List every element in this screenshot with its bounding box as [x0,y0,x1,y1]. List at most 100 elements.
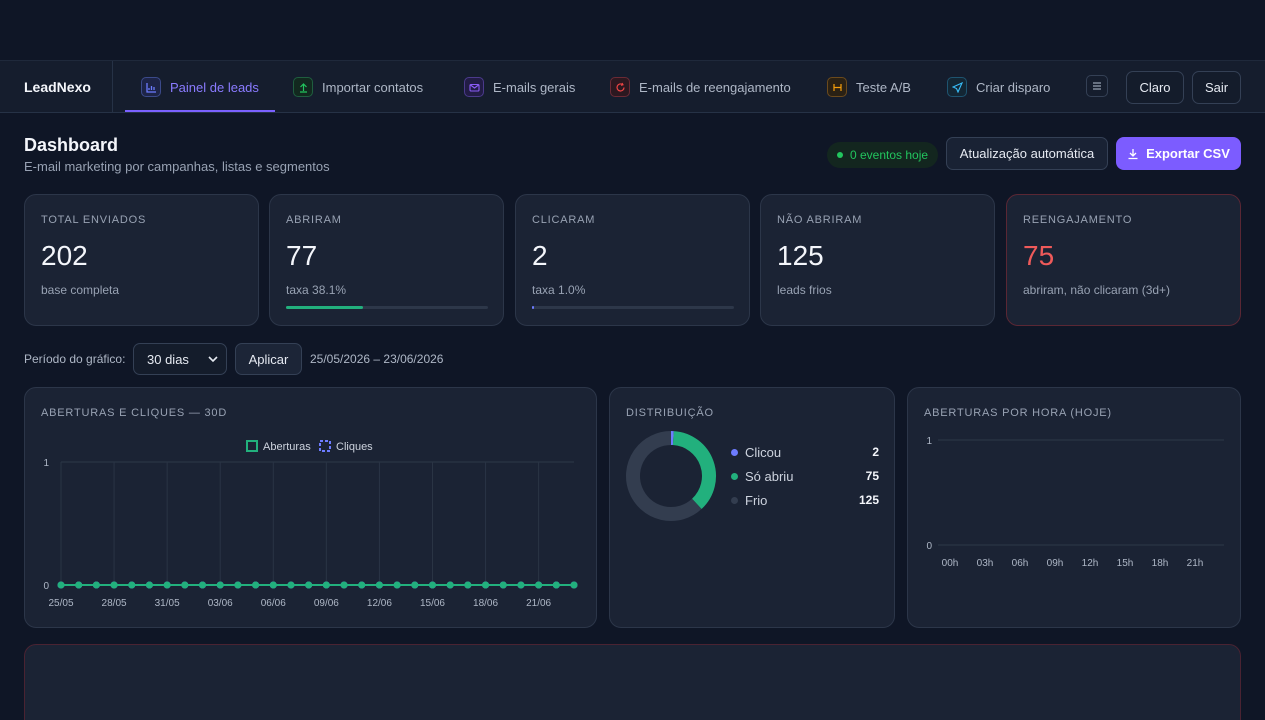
stat-card-total-enviados: TOTAL ENVIADOS 202 base completa [24,194,259,326]
stat-card-abriram: ABRIRAM 77 taxa 38.1% [269,194,504,326]
tab-label: E-mails gerais [493,79,576,95]
auto-refresh-button[interactable]: Atualização automática [946,137,1108,170]
stat-label: REENGAJAMENTO [1023,214,1133,226]
tab-criar-disparo[interactable]: Criar disparo [947,61,1050,113]
page-title: Dashboard [24,135,119,155]
x-tick-label: 12/06 [367,598,392,609]
data-point [234,581,242,589]
x-tick-label: 28/05 [102,598,127,609]
period-label: Período do gráfico: [24,352,126,366]
tab-teste-ab[interactable]: Teste A/B [827,61,911,113]
tab-emails-reengajamento[interactable]: E-mails de reengajamento [610,61,791,113]
data-point [535,581,543,589]
download-icon [1128,148,1138,159]
tab-emails-gerais[interactable]: E-mails gerais [464,61,575,113]
hourly-opens-panel: ABERTURAS POR HORA (HOJE) 0 1 00h 03h 06h 09h… [907,387,1241,628]
stat-label: TOTAL ENVIADOS [41,214,147,226]
stat-value: 202 [41,240,88,271]
x-tick-label: 25/05 [48,598,73,609]
mail-icon [464,77,484,97]
x-tick-label: 06/06 [261,598,286,609]
live-events-text: 0 eventos hoje [850,148,929,162]
x-tick-label: 31/05 [155,598,180,609]
stat-label: NÃO ABRIRAM [777,214,863,226]
tab-label: Teste A/B [856,79,911,95]
y-tick-label: 1 [926,436,932,447]
upload-icon [293,77,313,97]
tab-painel-de-leads[interactable]: Painel de leads [141,61,259,113]
data-point [499,581,507,589]
click-rate-progress [532,306,734,309]
x-tick-label: 09/06 [314,598,339,609]
chart-title: DISTRIBUIÇÃO [626,407,714,419]
legend-swatch [319,440,331,452]
y-tick-label: 0 [43,581,49,592]
hourly-opens-bar-chart: 0 1 00h 03h 06h 09h 12h 15h 18h 21h [926,436,1224,569]
data-point [145,581,153,589]
data-point [128,581,136,589]
data-point [252,581,260,589]
x-tick-label: 03/06 [208,598,233,609]
legend-value: 2 [872,445,879,459]
legend-value: 125 [858,493,879,507]
data-point [287,581,295,589]
tab-importar-contatos[interactable]: Importar contatos [293,61,423,113]
legend-label: Frio [745,493,768,508]
stat-value: 2 [532,240,548,271]
brand-logo: LeadNexo [24,79,91,95]
stat-label: ABRIRAM [286,214,342,226]
legend-swatch [246,440,258,452]
data-point [517,581,525,589]
tab-label: Criar disparo [976,79,1051,95]
apply-period-button[interactable]: Aplicar [235,343,302,375]
x-tick-label: 21h [1187,558,1204,569]
chart-title: ABERTURAS POR HORA (HOJE) [924,407,1112,419]
legend-swatch [731,473,738,480]
data-point [181,581,189,589]
active-tab-indicator [125,110,275,112]
data-point [446,581,454,589]
data-point [340,581,348,589]
theme-toggle-button[interactable]: Claro [1126,71,1184,104]
x-tick-label: 21/06 [526,598,551,609]
send-icon [947,77,967,97]
tab-label: Painel de leads [170,79,259,95]
export-csv-label: Exportar CSV [1146,146,1230,161]
data-point [428,581,436,589]
legend-value: 75 [865,469,879,483]
donut-slice-frio [626,431,702,521]
open-rate-progress [286,306,488,309]
data-point [92,581,100,589]
split-icon [827,77,847,97]
period-date-range: 25/05/2026 – 23/06/2026 [310,352,444,366]
data-point [375,581,383,589]
x-tick-label: 15h [1117,558,1134,569]
x-tick-label: 18/06 [473,598,498,609]
data-point [269,581,277,589]
data-point [552,581,560,589]
stat-subtext: abriram, não clicaram (3d+) [1023,283,1171,297]
data-point [216,581,224,589]
legend-item-frio: Frio 125 [731,493,881,511]
donut-slice-s-abriu [672,431,716,510]
stat-subtext: leads frios [777,283,832,297]
export-csv-button[interactable]: Exportar CSV [1116,137,1241,170]
refresh-icon [610,77,630,97]
tab-label: E-mails de reengajamento [639,79,791,95]
opens-clicks-line-chart: Aberturas Cliques 0 1 25/05 28/05 31/05 03/06 0… [43,440,578,609]
data-point [322,581,330,589]
brand-divider [112,61,113,113]
data-point [199,581,207,589]
period-select[interactable]: 30 dias [133,343,227,375]
stat-value: 125 [777,240,824,271]
data-point [163,581,171,589]
page-subtitle: E-mail marketing por campanhas, listas e… [24,159,330,174]
y-tick-label: 1 [43,458,49,469]
data-point [57,581,65,589]
menu-list-button[interactable] [1086,75,1108,97]
chevron-down-icon [208,356,218,363]
x-tick-label: 12h [1082,558,1099,569]
stat-label: CLICARAM [532,214,596,226]
logout-button[interactable]: Sair [1192,71,1241,104]
x-tick-label: 00h [942,558,959,569]
